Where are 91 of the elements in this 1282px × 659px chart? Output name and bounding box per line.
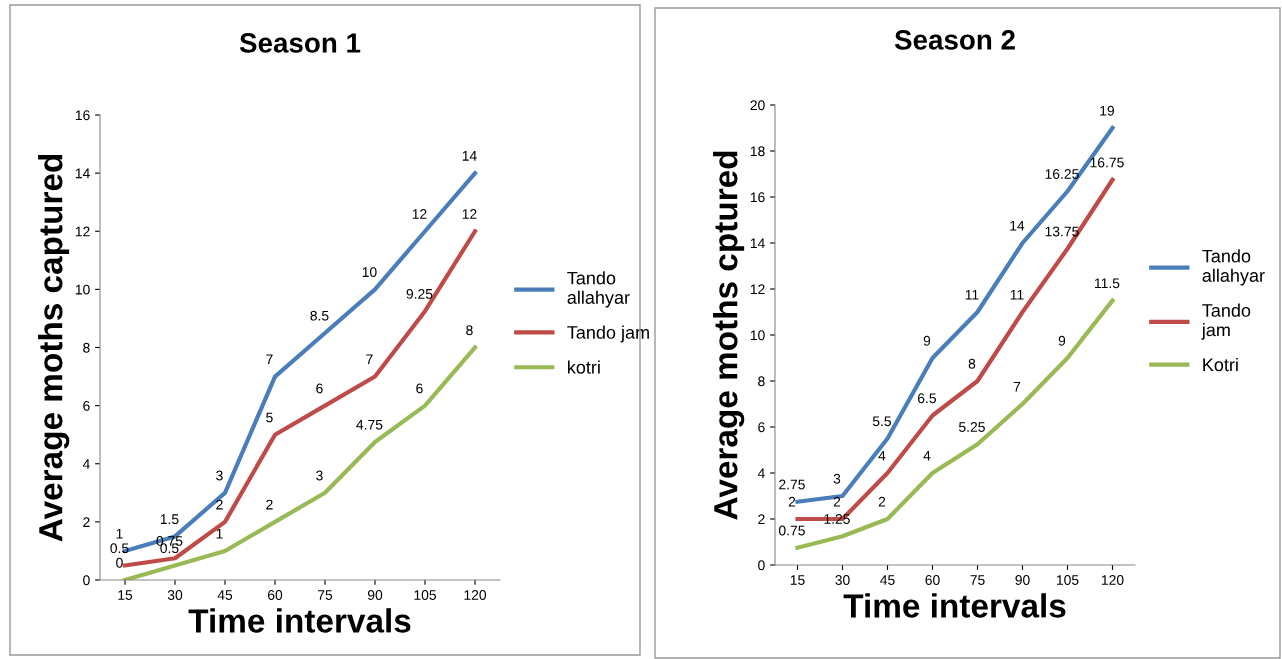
data-label: 2	[266, 499, 273, 510]
y-tick-label: 6	[83, 400, 90, 411]
data-label: 3	[833, 473, 841, 484]
data-label: 11	[1010, 289, 1024, 300]
data-label: 3	[216, 470, 223, 481]
data-label: 8	[466, 325, 473, 336]
data-label: 1.5	[160, 514, 179, 525]
y-tick-label: 8	[758, 376, 765, 387]
data-label: 10	[362, 267, 377, 278]
data-label: 2	[788, 496, 796, 507]
data-label: 12	[462, 209, 477, 219]
data-label: 8.5	[310, 310, 329, 321]
data-label: 0	[116, 557, 123, 568]
x-tick-label: 105	[414, 590, 437, 600]
chart-title: Season 2	[894, 30, 1015, 50]
y-tick-label: 20	[750, 100, 765, 111]
x-tick-label: 75	[970, 575, 985, 585]
x-tick-label: 120	[1101, 575, 1124, 585]
legend-label: Tando allahyar	[567, 271, 630, 308]
x-tick-label: 30	[835, 575, 850, 585]
y-tick-label: 8	[83, 342, 90, 353]
data-label: 2	[833, 496, 841, 507]
y-tick-label: 4	[82, 459, 90, 469]
data-label: 5.25	[958, 422, 985, 432]
data-label: 2.75	[779, 479, 805, 490]
data-label: 5.5	[872, 416, 892, 427]
data-label: 4.75	[356, 419, 383, 430]
x-tick-label: 60	[925, 575, 940, 585]
y-axis-title: Average moths cptured	[713, 151, 745, 520]
data-label: 7	[366, 354, 373, 365]
y-tick-label: 2	[83, 517, 90, 527]
x-tick-label: 30	[167, 590, 183, 600]
data-label: 1	[216, 528, 223, 539]
y-tick-label: 10	[750, 330, 765, 341]
data-label: 9.25	[406, 288, 433, 299]
y-tick-label: 0	[758, 560, 765, 571]
y-tick-label: 14	[750, 238, 765, 249]
data-label: 12	[412, 209, 427, 219]
chart-title: Season 1	[239, 33, 361, 53]
x-axis-title: Time intervals	[188, 608, 411, 633]
data-label: 0.5	[110, 543, 129, 554]
legend-label: Tando jam	[1201, 303, 1251, 340]
x-tick-label: 45	[880, 575, 895, 585]
data-label: 6	[316, 383, 323, 394]
data-label: 7	[266, 354, 273, 365]
x-tick-label: 45	[217, 590, 233, 600]
y-axis-title: Average moths captured	[38, 154, 70, 542]
data-label: 6	[416, 383, 423, 394]
y-tick-label: 10	[75, 284, 90, 295]
data-label: 9	[923, 335, 931, 346]
data-label: 4	[923, 450, 931, 461]
data-label: 8	[968, 358, 976, 369]
legend-label: kotri	[568, 360, 600, 374]
x-tick-label: 15	[790, 575, 805, 585]
legend-label: Tando jam	[567, 325, 649, 343]
x-tick-label: 120	[464, 590, 487, 600]
data-label: 14	[1010, 220, 1025, 231]
data-label: 16.75	[1090, 157, 1124, 168]
legend-label: Tando allahyar	[1202, 249, 1265, 286]
data-label: 4	[878, 450, 886, 461]
data-label: 6.5	[918, 393, 937, 404]
x-tick-label: 90	[367, 590, 383, 600]
x-tick-label: 75	[317, 590, 333, 600]
y-tick-label: 14	[75, 168, 90, 179]
data-label: 7	[1013, 381, 1021, 392]
x-tick-label: 105	[1056, 575, 1079, 585]
y-tick-label: 4	[757, 468, 765, 479]
data-label: 9	[1058, 335, 1066, 346]
data-label: 11	[965, 289, 979, 300]
legend-label: Kotri	[1203, 357, 1238, 372]
data-label: 0.75	[778, 525, 805, 536]
y-tick-label: 2	[758, 514, 765, 525]
x-tick-label: 60	[267, 590, 283, 600]
data-label: 1	[116, 528, 123, 539]
data-label: 2	[878, 496, 886, 507]
data-label: 19	[1100, 105, 1115, 116]
x-tick-label: 90	[1015, 575, 1030, 585]
data-label: 5	[266, 412, 273, 423]
y-tick-label: 16	[750, 192, 765, 203]
data-label: 14	[462, 151, 477, 161]
y-tick-label: 6	[758, 422, 765, 433]
x-axis-title: Time intervals	[843, 593, 1066, 618]
y-tick-label: 0	[83, 575, 90, 586]
y-tick-label: 12	[75, 226, 90, 237]
x-tick-label: 15	[118, 590, 133, 600]
data-label: 2	[216, 499, 223, 510]
y-tick-label: 18	[750, 146, 765, 157]
data-label: 3	[316, 470, 323, 481]
y-tick-label: 16	[75, 110, 90, 121]
y-tick-label: 12	[750, 284, 765, 295]
data-label: 11.5	[1095, 278, 1120, 289]
